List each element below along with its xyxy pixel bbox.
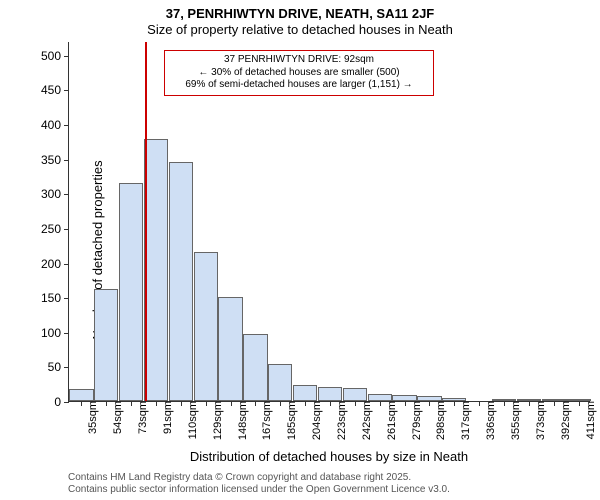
x-axis-label: Distribution of detached houses by size …: [68, 449, 590, 464]
bar: [243, 334, 267, 401]
y-tick-label: 350: [41, 153, 69, 167]
x-tick-label: 148sqm: [231, 401, 249, 440]
x-tick-label: 298sqm: [429, 401, 447, 440]
y-tick-label: 500: [41, 49, 69, 63]
bar: [194, 252, 218, 401]
bar: [94, 289, 118, 401]
plot-area: 05010015020025030035040045050035sqm54sqm…: [68, 42, 590, 402]
chart-title-sub: Size of property relative to detached ho…: [0, 22, 600, 37]
x-tick-label: 242sqm: [355, 401, 373, 440]
y-tick-label: 100: [41, 326, 69, 340]
chart-title-main: 37, PENRHIWTYN DRIVE, NEATH, SA11 2JF: [0, 6, 600, 21]
x-tick-label: 355sqm: [504, 401, 522, 440]
y-tick-label: 300: [41, 187, 69, 201]
y-tick-label: 400: [41, 118, 69, 132]
annotation-line: 37 PENRHIWTYN DRIVE: 92sqm: [171, 54, 427, 67]
x-tick-label: 110sqm: [181, 401, 199, 439]
bar: [119, 183, 143, 401]
x-tick-label: 411sqm: [579, 401, 597, 439]
x-tick-label: 223sqm: [330, 401, 348, 440]
x-tick-label: 129sqm: [206, 401, 224, 440]
x-tick-label: 167sqm: [255, 401, 273, 440]
y-tick-label: 50: [48, 360, 69, 374]
bar: [318, 387, 342, 401]
bar: [69, 389, 93, 401]
y-tick-label: 250: [41, 222, 69, 236]
x-tick-label: 35sqm: [81, 401, 99, 434]
y-tick-label: 150: [41, 291, 69, 305]
x-tick-label: 279sqm: [405, 401, 423, 440]
x-tick-label: 373sqm: [529, 401, 547, 440]
y-tick-label: 450: [41, 83, 69, 97]
x-tick-label: 336sqm: [479, 401, 497, 440]
bar: [293, 385, 317, 401]
x-tick-label: 261sqm: [380, 401, 398, 440]
annotation-line: 69% of semi-detached houses are larger (…: [171, 79, 427, 92]
bar: [343, 388, 367, 401]
annotation-line: ← 30% of detached houses are smaller (50…: [171, 67, 427, 80]
bar: [218, 297, 242, 401]
x-tick-label: 204sqm: [305, 401, 323, 440]
bar: [169, 162, 193, 401]
reference-line: [145, 42, 147, 401]
x-tick-label: 91sqm: [156, 401, 174, 434]
chart-container: 37, PENRHIWTYN DRIVE, NEATH, SA11 2JF Si…: [0, 0, 600, 500]
credit-line-1: Contains HM Land Registry data © Crown c…: [68, 472, 590, 484]
y-tick-label: 0: [54, 395, 69, 409]
x-tick-label: 317sqm: [454, 401, 472, 440]
x-tick-label: 54sqm: [106, 401, 124, 434]
credit-line-2: Contains public sector information licen…: [68, 484, 590, 496]
x-tick-label: 73sqm: [131, 401, 149, 434]
y-tick-label: 200: [41, 257, 69, 271]
chart-credits: Contains HM Land Registry data © Crown c…: [68, 472, 590, 496]
annotation-box: 37 PENRHIWTYN DRIVE: 92sqm← 30% of detac…: [164, 50, 434, 96]
bar: [144, 139, 168, 401]
x-tick-label: 392sqm: [554, 401, 572, 440]
x-tick-label: 185sqm: [280, 401, 298, 440]
bar: [268, 364, 292, 401]
bar: [368, 394, 392, 401]
